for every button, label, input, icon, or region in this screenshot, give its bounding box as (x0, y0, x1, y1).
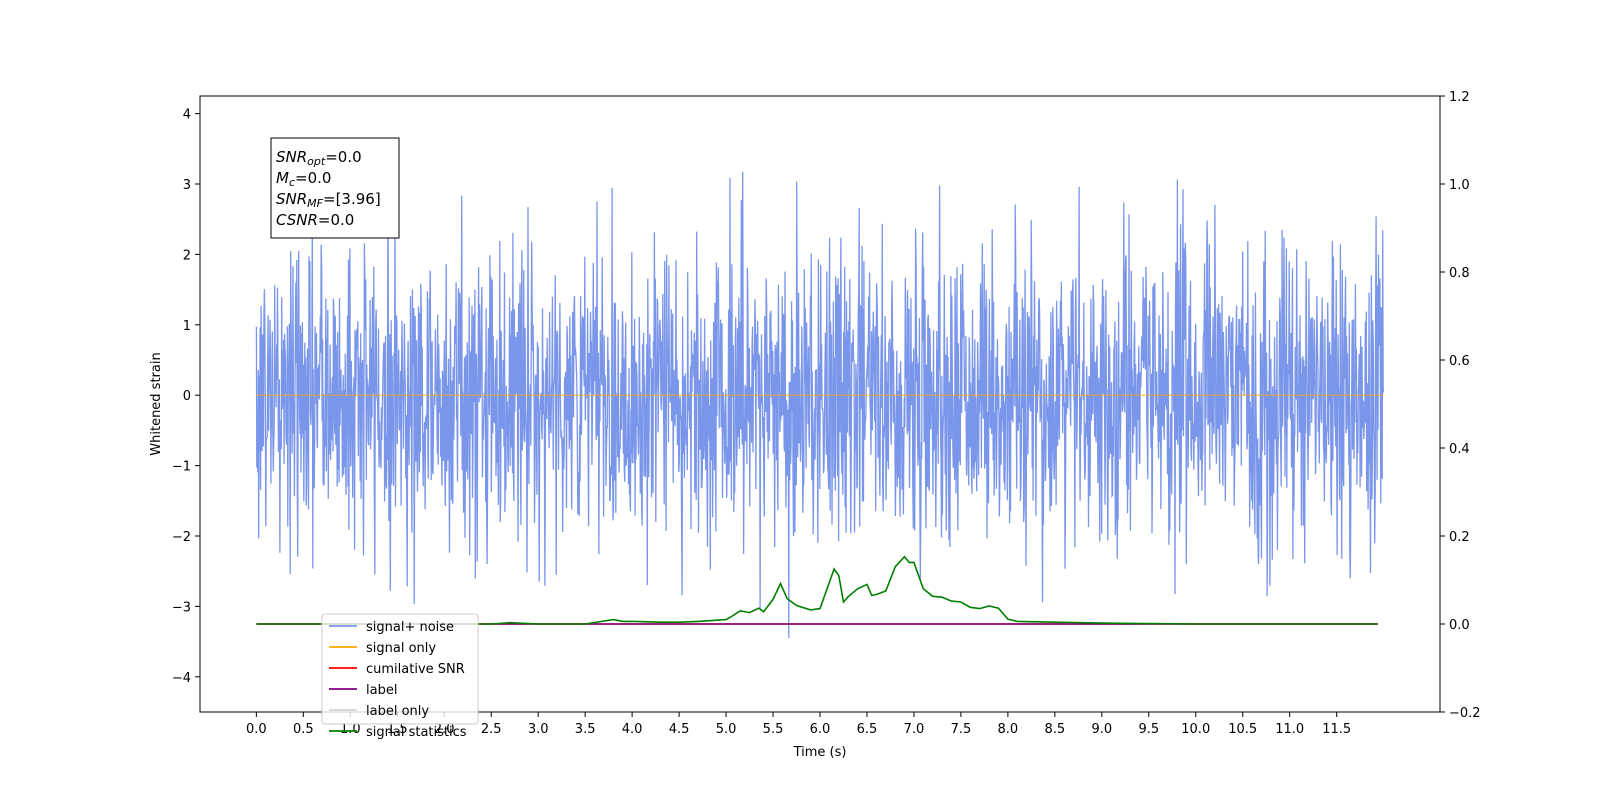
series-line-signal-noise (255, 157, 1385, 639)
legend: signal+ noise signal only cumilative SNR la… (321, 613, 479, 740)
x-tick-label: 4.5 (669, 722, 690, 737)
x-tick-label: 10.0 (1181, 722, 1210, 737)
y-tick-label: −1 (172, 460, 191, 475)
y2-tick-label: 0.0 (1449, 618, 1470, 633)
y-tick-label: −3 (172, 600, 191, 615)
x-tick-label: 9.0 (1091, 722, 1112, 737)
x-tick-label: 6.0 (810, 722, 831, 737)
plot-layer (255, 157, 1385, 639)
x-tick-label: 9.5 (1138, 722, 1159, 737)
x-tick-label: 3.5 (575, 722, 596, 737)
y-tick-label: 1 (183, 319, 191, 334)
y2-tick-label: 0.2 (1449, 530, 1470, 545)
legend-frame (321, 613, 479, 725)
x-tick-label: 7.5 (951, 722, 972, 737)
info-box-line: Mc=0.0 (276, 169, 331, 189)
series-line-signal-statistics (256, 555, 1378, 625)
y-tick-label: 3 (183, 178, 191, 193)
y2-tick-label: 0.8 (1449, 266, 1470, 281)
legend-label: signal only (366, 641, 436, 656)
y-axis-label: Whitened strain (149, 352, 164, 455)
y-tick-label: −2 (172, 530, 191, 545)
y-tick-label: −4 (172, 671, 191, 686)
y2-tick-label: 1.2 (1449, 90, 1470, 105)
y-tick-label: 2 (183, 248, 191, 263)
x-tick-label: 4.0 (622, 722, 643, 737)
y-tick-label: 0 (183, 389, 191, 404)
y2-tick-label: −0.2 (1449, 706, 1481, 721)
x-tick-label: 5.0 (716, 722, 737, 737)
info-box-line: CSNR=0.0 (276, 211, 354, 229)
y-tick-label: 4 (183, 108, 191, 123)
x-tick-label: 5.5 (763, 722, 784, 737)
x-tick-label: 0.5 (293, 722, 314, 737)
x-tick-label: 0.0 (246, 722, 267, 737)
legend-label: cumilative SNR (366, 662, 465, 677)
x-tick-label: 8.0 (998, 722, 1019, 737)
info-box-line: SNRMF=[3.96] (276, 190, 381, 210)
x-axis-label: Time (s) (793, 745, 847, 760)
info-box-frame (270, 137, 400, 239)
legend-label: label only (366, 704, 429, 719)
legend-label: label (366, 683, 397, 698)
axes-layer: Time (s) Whitened strain 0.0 0.5 1.0 1.5 2.0… (149, 90, 1481, 760)
x-tick-label: 11.5 (1322, 722, 1351, 737)
x-tick-label: 2.5 (481, 722, 502, 737)
legend-label: signal statistics (366, 725, 467, 740)
x-tick-label: 6.5 (857, 722, 878, 737)
info-box-line: SNRopt=0.0 (276, 148, 362, 168)
x-tick-label: 1.5 (387, 722, 408, 737)
y2-tick-label: 0.6 (1449, 354, 1470, 369)
x-tick-label: 1.0 (340, 722, 361, 737)
y2-tick-label: 0.4 (1449, 442, 1470, 457)
y2-tick-label: 1.0 (1449, 178, 1470, 193)
x-tick-label: 8.5 (1045, 722, 1066, 737)
x-tick-label: 2.0 (434, 722, 455, 737)
x-tick-label: 3.0 (528, 722, 549, 737)
x-tick-label: 10.5 (1228, 722, 1257, 737)
legend-label: signal+ noise (366, 620, 454, 635)
x-tick-label: 7.0 (904, 722, 925, 737)
x-tick-label: 11.0 (1275, 722, 1304, 737)
